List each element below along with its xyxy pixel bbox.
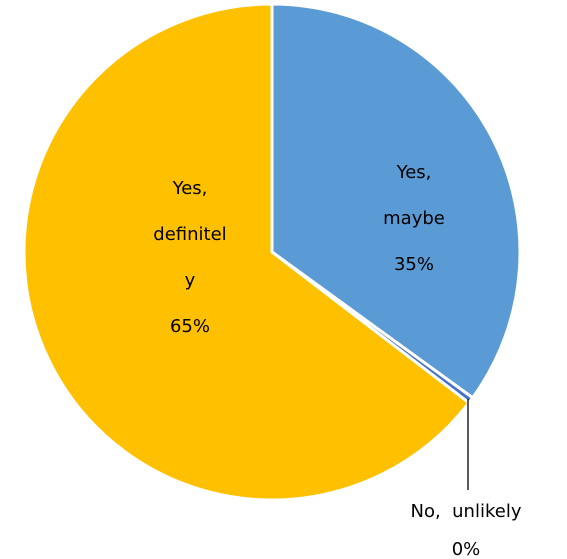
pie-slice-yes-definitely bbox=[22, 2, 471, 502]
slice-label-no-unlikely: No, unlikely bbox=[411, 501, 522, 522]
slice-label-yes-maybe-line1: Yes, bbox=[396, 162, 432, 183]
slice-value-no-unlikely: 0% bbox=[452, 539, 481, 559]
slice-label-yes-definitely-line2: definitel bbox=[153, 224, 226, 245]
slice-label-yes-maybe-line2: maybe bbox=[383, 208, 445, 229]
slice-label-yes-definitely-line1: Yes, bbox=[172, 178, 208, 199]
pie-slice-yes-maybe bbox=[270, 2, 522, 400]
slice-value-yes-maybe: 35% bbox=[394, 254, 434, 275]
slice-label-yes-definitely-line3: y bbox=[185, 270, 196, 291]
slice-value-yes-definitely: 65% bbox=[170, 316, 210, 337]
